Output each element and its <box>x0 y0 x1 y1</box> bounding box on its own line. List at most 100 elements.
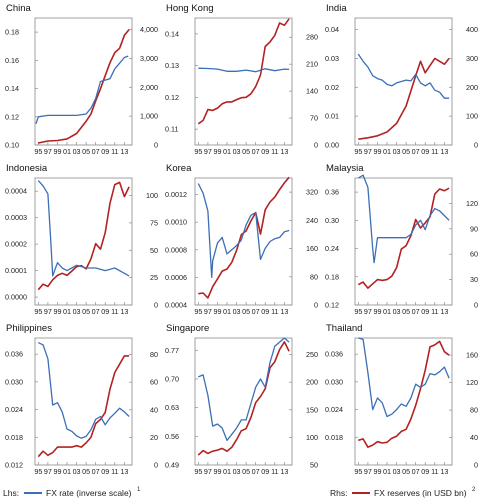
panel-philippines: Philippines 0.012 0.018 0.024 0.030 0.036 0 20 4… <box>5 323 158 476</box>
fx-rate-line <box>357 53 450 99</box>
x-tick-label: 99 <box>373 147 381 156</box>
rhs-tick-label: 75 <box>150 218 158 227</box>
rhs-tick-label: 0 <box>314 301 318 310</box>
rhs-tick-label: 100 <box>146 191 158 200</box>
x-tick-label: 05 <box>242 467 250 476</box>
x-tick-label: 97 <box>364 147 372 156</box>
plot-frame <box>354 177 453 306</box>
lhs-tick-label: 0.14 <box>165 29 179 38</box>
rhs-tick-label: 200 <box>306 378 318 387</box>
panel-title: India <box>326 3 347 14</box>
rhs-tick-label: 90 <box>470 224 478 233</box>
rhs-tick-label: 240 <box>306 216 318 225</box>
rhs-tick-label: 4,000 <box>140 25 158 34</box>
panel-title: Korea <box>166 163 192 174</box>
lhs-tick-label: 0.0008 <box>165 245 187 254</box>
x-tick-label: 07 <box>412 147 420 156</box>
x-tick-label: 95 <box>34 467 42 476</box>
lhs-tick-label: 0.018 <box>5 433 23 442</box>
x-tick-label: 01 <box>223 307 231 316</box>
x-tick-label: 99 <box>53 307 61 316</box>
x-tick-label: 01 <box>383 147 391 156</box>
lhs-tick-label: 0.0010 <box>165 218 187 227</box>
rhs-tick-label: 60 <box>470 250 478 259</box>
x-tick-label: 11 <box>111 467 118 476</box>
x-tick-label: 05 <box>82 307 90 316</box>
rhs-tick-label: 40 <box>470 433 478 442</box>
lhs-tick-label: 0.11 <box>165 125 178 134</box>
fx-reserves-line <box>357 187 450 289</box>
x-tick-label: 11 <box>271 147 278 156</box>
x-tick-label: 97 <box>364 307 372 316</box>
rhs-tick-label: 50 <box>310 461 318 470</box>
x-tick-label: 03 <box>233 147 241 156</box>
x-tick-label: 09 <box>101 147 109 156</box>
x-tick-label: 07 <box>412 307 420 316</box>
x-tick-label: 13 <box>440 467 448 476</box>
rhs-tick-label: 150 <box>306 405 318 414</box>
fx-reserves-line <box>358 340 450 448</box>
x-tick-label: 97 <box>44 307 52 316</box>
x-tick-label: 11 <box>271 467 278 476</box>
x-tick-label: 97 <box>44 147 52 156</box>
x-tick-label: 13 <box>280 147 288 156</box>
rhs-tick-label: 210 <box>306 60 318 69</box>
lhs-tick-label: 0.030 <box>325 377 343 386</box>
x-tick-label: 07 <box>412 467 420 476</box>
x-tick-label: 95 <box>34 307 42 316</box>
x-tick-label: 95 <box>194 147 202 156</box>
panel-korea: Korea 0.0004 0.0006 0.0008 0.0010 0.0012 0 80 16… <box>165 163 318 316</box>
x-tick-label: 03 <box>393 307 401 316</box>
rhs-tick-label: 0 <box>474 141 478 150</box>
x-tick-label: 95 <box>354 467 362 476</box>
x-tick-label: 11 <box>431 147 438 156</box>
fx-reserves-line <box>37 355 130 458</box>
rhs-tick-label: 60 <box>150 378 158 387</box>
lhs-tick-label: 0.02 <box>325 83 339 92</box>
lhs-tick-label: 0.012 <box>5 461 23 470</box>
x-tick-label: 99 <box>53 147 61 156</box>
x-tick-label: 05 <box>242 147 250 156</box>
rhs-tick-label: 1,000 <box>140 112 158 121</box>
x-tick-label: 03 <box>73 467 81 476</box>
lhs-tick-label: 0.24 <box>325 244 339 253</box>
lhs-tick-label: 0.12 <box>325 301 339 310</box>
x-tick-label: 09 <box>261 147 269 156</box>
plot-frame <box>34 337 133 466</box>
x-tick-label: 01 <box>63 147 71 156</box>
x-tick-label: 03 <box>73 307 81 316</box>
legend-rhs-prefix: Rhs: <box>330 488 347 498</box>
lhs-tick-label: 0.36 <box>325 188 339 197</box>
x-tick-label: 97 <box>204 307 212 316</box>
fx-rate-line <box>197 183 290 279</box>
lhs-tick-label: 0.56 <box>165 432 179 441</box>
x-tick-label: 13 <box>440 307 448 316</box>
panel-malaysia: Malaysia0.120.180.240.300.36030609012095… <box>325 163 478 316</box>
rhs-tick-label: 300 <box>466 54 478 63</box>
fx-rate-line <box>357 174 450 264</box>
x-tick-label: 97 <box>204 147 212 156</box>
lhs-tick-label: 0.01 <box>325 112 339 121</box>
x-tick-label: 07 <box>92 147 100 156</box>
x-tick-label: 05 <box>82 467 90 476</box>
x-tick-label: 95 <box>194 467 202 476</box>
panel-title: Thailand <box>326 323 362 334</box>
rhs-tick-label: 0 <box>474 301 478 310</box>
x-tick-label: 97 <box>204 467 212 476</box>
rhs-tick-label: 2,000 <box>140 83 158 92</box>
x-tick-label: 95 <box>194 307 202 316</box>
x-tick-label: 05 <box>402 307 410 316</box>
fx-rate-line <box>358 337 450 418</box>
fx-reserves-line <box>358 57 450 140</box>
x-tick-label: 09 <box>261 307 269 316</box>
rhs-tick-label: 70 <box>310 114 318 123</box>
lhs-tick-label: 0.0003 <box>5 213 27 222</box>
x-tick-label: 13 <box>440 147 448 156</box>
legend-lhs-prefix: Lhs: <box>3 488 19 498</box>
x-tick-label: 99 <box>213 307 221 316</box>
panel-title: Singapore <box>166 323 209 334</box>
rhs-tick-label: 0 <box>154 461 158 470</box>
fx-reserves-line <box>198 176 290 299</box>
lhs-tick-label: 0.77 <box>165 346 179 355</box>
rhs-tick-label: 160 <box>306 244 318 253</box>
